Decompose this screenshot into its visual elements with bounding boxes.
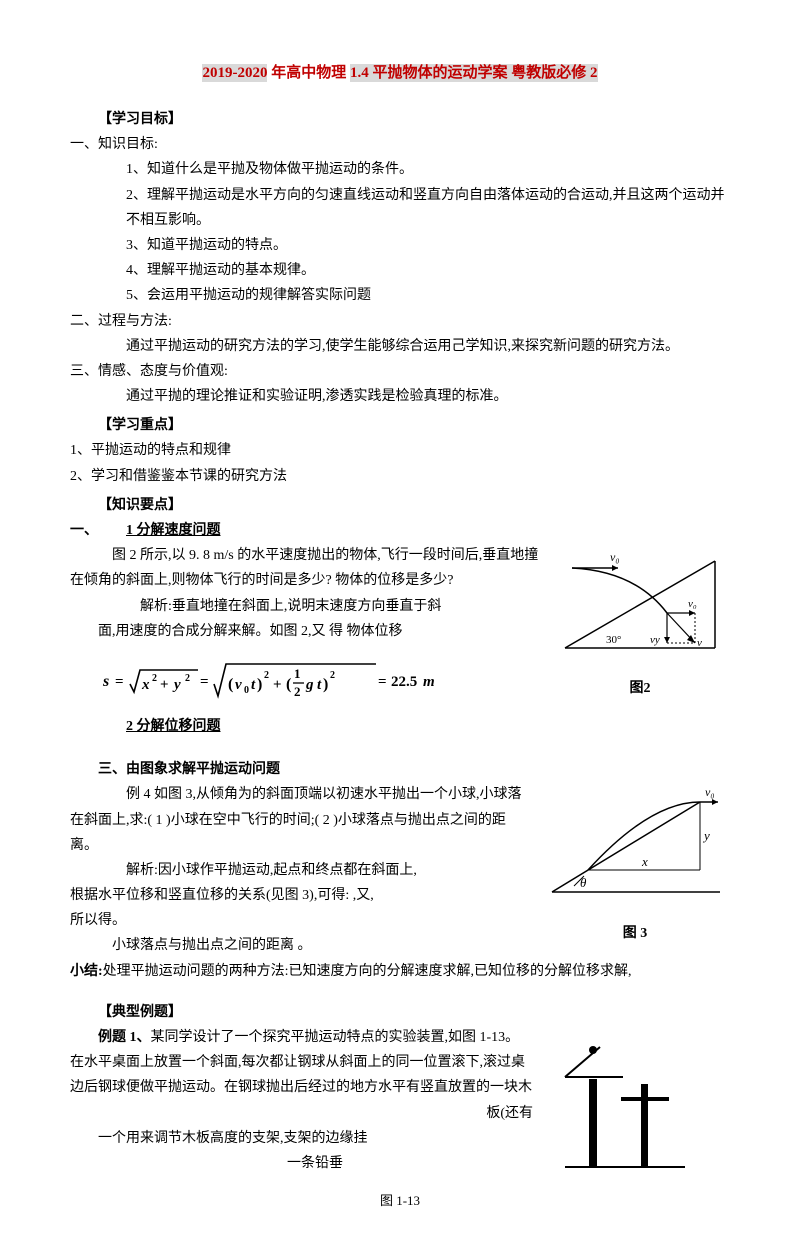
svg-text:=: = [378, 674, 387, 690]
svg-text:m: m [423, 674, 435, 690]
svg-text:(: ( [286, 676, 291, 693]
svg-text:+: + [273, 677, 282, 693]
figure-3: v₀ y x θ 图 3 [540, 782, 730, 945]
emotion-text: 通过平抛的理论推证和实验证明,渗透实践是检验真理的标准。 [70, 384, 730, 409]
learning-goals-header: 【学习目标】 [70, 107, 730, 132]
svg-text:t: t [251, 677, 256, 693]
svg-text:v: v [235, 677, 242, 693]
svg-text:1: 1 [294, 666, 301, 681]
process-method-text: 通过平抛运动的研究方法的学习,使学生能够综合运用己学知识,来探究新问题的研究方法… [70, 334, 730, 359]
svg-text:s: s [102, 673, 109, 690]
svg-text:2: 2 [152, 673, 157, 684]
goal-item: 1、知道什么是平抛及物体做平抛运动的条件。 [70, 157, 730, 182]
angle-label: 30° [606, 634, 621, 646]
summary: 小结:处理平抛运动问题的两种方法:已知速度方向的分解速度求解,已知位移的分解位移… [70, 959, 730, 984]
goal-item: 5、会运用平抛运动的规律解答实际问题 [70, 283, 730, 308]
svg-text:y: y [172, 677, 181, 693]
svg-text:=: = [200, 674, 209, 690]
goal-item: 3、知道平抛运动的特点。 [70, 233, 730, 258]
figure-3-caption: 图 3 [540, 921, 730, 946]
process-method-header: 二、过程与方法: [70, 309, 730, 334]
key-point-item: 2、学习和借鉴鉴本节课的研究方法 [70, 464, 730, 489]
emotion-header: 三、情感、态度与价值观: [70, 359, 730, 384]
svg-text:g: g [305, 677, 314, 693]
graph-problem-header: 三、由图象求解平抛运动问题 [70, 757, 730, 782]
svg-text:2: 2 [264, 670, 269, 681]
svg-text:0: 0 [244, 685, 249, 696]
x-label: x [641, 854, 648, 869]
figure-2: v₀ v₀ vy v 30° 图2 [550, 543, 730, 701]
svg-text:22.5: 22.5 [391, 674, 417, 690]
theta-label: θ [580, 875, 587, 890]
figure-2-caption: 图2 [550, 676, 730, 701]
svg-text:(: ( [228, 676, 233, 693]
y-label: y [702, 828, 710, 843]
diagram-caption: 图 1-13 [70, 1189, 730, 1212]
typical-examples-header: 【典型例题】 [70, 1000, 730, 1025]
svg-text:): ) [323, 676, 328, 693]
v-label: v [697, 637, 702, 649]
displacement-problem-header: 2 分解位移问题 [70, 714, 730, 739]
v0-label: v₀ [610, 550, 620, 564]
figure-1-13 [545, 1029, 700, 1183]
svg-text:=: = [115, 674, 124, 690]
v0-label-3: v₀ [705, 785, 715, 799]
section-1-header: 一、 1 分解速度问题 [70, 518, 730, 543]
svg-text:+: + [160, 677, 169, 693]
document-title: 2019-2020 年高中物理 1.4 平抛物体的运动学案 粤教版必修 2 [70, 60, 730, 87]
diagram-1-13-caption-block: 图 1-13 [70, 1189, 730, 1212]
knowledge-goals-header: 一、知识目标: [70, 132, 730, 157]
key-point-item: 1、平抛运动的特点和规律 [70, 438, 730, 463]
knowledge-points-header: 【知识要点】 [70, 493, 730, 518]
svg-text:x: x [141, 677, 150, 693]
vy-label: vy [650, 634, 660, 646]
svg-text:2: 2 [294, 684, 301, 699]
svg-text:2: 2 [330, 670, 335, 681]
svg-text:t: t [317, 677, 322, 693]
goal-item: 4、理解平抛运动的基本规律。 [70, 258, 730, 283]
svg-text:): ) [257, 676, 262, 693]
key-points-header: 【学习重点】 [70, 413, 730, 438]
svg-text:2: 2 [185, 673, 190, 684]
goal-item: 2、理解平抛运动是水平方向的匀速直线运动和竖直方向自由落体运动的合运动,并且这两… [70, 183, 730, 233]
v0-label-2: v₀ [688, 598, 697, 610]
